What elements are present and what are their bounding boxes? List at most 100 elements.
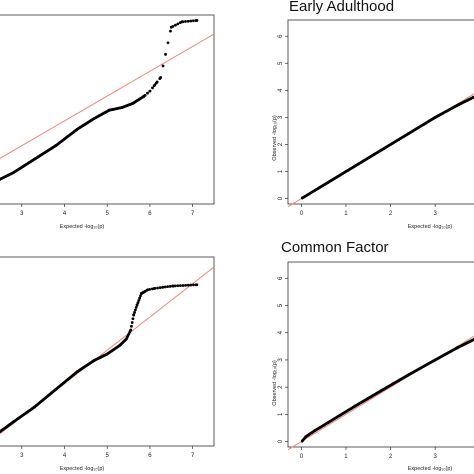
data-point xyxy=(304,435,308,439)
data-point xyxy=(54,144,58,147)
y-tick-label: 5 xyxy=(278,303,284,307)
data-point xyxy=(433,358,437,362)
data-point xyxy=(159,76,163,79)
data-point xyxy=(92,116,96,120)
data-point xyxy=(33,157,36,161)
data-point xyxy=(191,19,195,23)
x-axis-label: Expected -log₁₀(p) xyxy=(408,224,453,230)
panel-title-top-right: Early Adulthood xyxy=(289,0,394,15)
x-tick-label: 3 xyxy=(434,454,438,460)
x-tick-label: 2 xyxy=(389,454,393,460)
y-tick-label: 4 xyxy=(278,330,284,334)
reference-line xyxy=(0,33,215,159)
data-point xyxy=(133,311,136,314)
data-point xyxy=(166,41,170,45)
data-point xyxy=(186,19,190,23)
x-tick-label: 1 xyxy=(344,211,348,217)
data-point xyxy=(120,106,124,109)
x-tick-label: 4 xyxy=(63,453,67,459)
y-axis-label: Observed -log₁₀(p) xyxy=(272,115,278,161)
panel-title-bottom-right: Common Factor xyxy=(281,239,389,256)
data-point xyxy=(146,91,149,95)
data-point xyxy=(300,196,304,200)
x-tick-label: 2 xyxy=(389,211,393,217)
data-point xyxy=(156,286,160,290)
data-point xyxy=(181,284,185,287)
data-point xyxy=(142,95,145,98)
data-point xyxy=(172,284,175,288)
data-point xyxy=(180,20,184,24)
y-tick-label: 2 xyxy=(278,385,284,389)
y-tick-label: 0 xyxy=(278,439,284,443)
data-point xyxy=(132,313,136,317)
data-point xyxy=(129,328,133,332)
data-point xyxy=(137,298,141,302)
data-point xyxy=(11,420,15,424)
data-point xyxy=(138,296,142,300)
data-point xyxy=(189,283,193,287)
data-point xyxy=(139,292,143,295)
x-tick-label: 7 xyxy=(191,453,195,459)
data-point xyxy=(118,343,122,347)
x-axis-label: Expected -log₁₀(p) xyxy=(60,466,105,472)
data-point xyxy=(75,127,79,131)
x-tick-label: 6 xyxy=(148,211,152,217)
x-tick-label: 7 xyxy=(191,211,195,217)
x-axis-label: Expected -log₁₀(p) xyxy=(408,466,453,472)
plot-frame xyxy=(0,256,215,447)
data-point xyxy=(169,25,173,29)
data-point xyxy=(195,19,199,22)
data-point xyxy=(184,20,187,23)
data-point xyxy=(300,439,304,443)
data-point xyxy=(75,370,79,374)
x-tick-label: 3 xyxy=(20,211,24,217)
y-tick-label: 5 xyxy=(278,61,284,65)
data-point xyxy=(136,301,140,305)
data-point xyxy=(456,346,459,350)
data-point xyxy=(152,84,156,88)
y-axis-label: Observed -log₁₀(p) xyxy=(272,360,278,406)
data-point xyxy=(11,171,15,175)
x-tick-label: 5 xyxy=(106,453,110,459)
x-tick-label: 5 xyxy=(106,211,110,217)
data-point xyxy=(146,288,150,292)
data-point xyxy=(107,108,111,112)
plot-frame xyxy=(0,14,215,205)
y-tick-label: 3 xyxy=(278,358,284,362)
data-point xyxy=(380,389,384,392)
y-tick-label: 3 xyxy=(278,115,284,119)
data-point xyxy=(131,317,135,321)
data-point xyxy=(353,164,357,168)
data-point xyxy=(184,283,188,287)
plot-frame xyxy=(287,261,474,448)
data-point xyxy=(173,23,177,27)
data-point xyxy=(92,358,96,362)
data-point xyxy=(139,294,142,298)
qq-panel-early-adulthood: 0 1 2 3 0 1 2 3 4 5 6 Expected -log₁₀(p) Observed -l… xyxy=(272,19,474,230)
data-point xyxy=(380,148,384,152)
y-tick-label: 2 xyxy=(278,142,284,146)
data-point xyxy=(326,180,330,184)
data-point xyxy=(326,421,330,424)
data-point xyxy=(169,29,172,33)
qq-panel-common-factor: 0 1 2 3 0 1 2 3 4 5 6 Expected -log₁₀(p) Observed -l… xyxy=(272,261,474,472)
x-axis-label: Expected -log₁₀(p) xyxy=(60,224,105,230)
x-tick-label: 3 xyxy=(20,453,24,459)
y-tick-label: 1 xyxy=(278,169,284,173)
data-point xyxy=(178,284,182,288)
data-point xyxy=(456,103,459,107)
data-point xyxy=(135,303,139,307)
data-point xyxy=(407,373,410,377)
data-point xyxy=(33,405,36,409)
data-point xyxy=(131,101,135,105)
x-tick-label: 6 xyxy=(148,453,152,459)
data-point xyxy=(353,404,357,408)
data-point xyxy=(407,132,410,136)
data-point xyxy=(168,284,172,288)
data-point xyxy=(176,22,180,26)
data-point xyxy=(192,283,195,287)
plot-frame xyxy=(287,19,474,205)
data-point xyxy=(130,321,134,324)
data-point xyxy=(176,284,180,288)
data-point xyxy=(161,64,165,68)
